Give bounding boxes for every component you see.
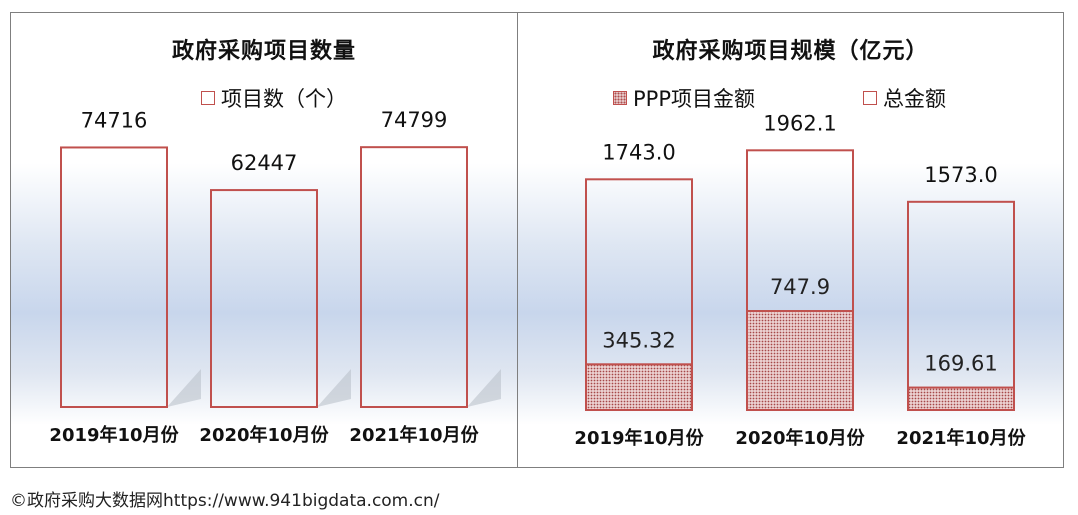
- legend-swatch-ppp-amount: [613, 91, 627, 105]
- bar-shadow: [317, 369, 351, 407]
- bar-project-count: [60, 146, 168, 408]
- chart-svg-project-scale: 1743.0 345.32 2019年10月份 1962.1 747.9 2020年10月…: [574, 111, 1026, 449]
- category-label: 2019年10月份: [49, 424, 179, 446]
- legend-label-project-count: 项目数（个）: [221, 87, 347, 111]
- bar-shadow: [467, 369, 501, 407]
- legend-swatch-total-amount: [863, 91, 877, 105]
- legend-swatch-project-count: [201, 91, 215, 105]
- category-label: 2020年10月份: [735, 427, 865, 449]
- data-label-ppp-amount: 169.61: [924, 352, 997, 376]
- legend-label-total-amount: 总金额: [883, 87, 946, 111]
- chart-title-project-count: 政府采购项目数量: [171, 39, 356, 64]
- data-label-total-amount: 1962.1: [763, 111, 836, 135]
- category-label: 2021年10月份: [896, 427, 1026, 449]
- footer-source: ©政府采购大数据网https://www.941bigdata.com.cn/: [10, 491, 440, 511]
- bar-project-count: [210, 189, 318, 408]
- bar-ppp-amount: [585, 363, 693, 411]
- bar-ppp-amount: [746, 310, 854, 412]
- bar-ppp-amount: [907, 386, 1015, 411]
- data-label-total-amount: 1743.0: [602, 140, 675, 164]
- legend-project-count: 项目数（个）: [201, 83, 347, 113]
- legend-total-amount: 总金额: [863, 83, 946, 113]
- category-label: 2019年10月份: [574, 427, 704, 449]
- bar-project-count: [360, 146, 468, 408]
- chart-panel-project-scale: 政府采购项目规模（亿元） PPP项目金额 总金额 1743.0 345.32 201…: [517, 12, 1064, 468]
- chart-panel-project-count: 政府采购项目数量 项目数（个） 74716 2019年10月份 62447 2020年…: [10, 12, 518, 468]
- data-label-ppp-amount: 345.32: [602, 328, 675, 352]
- chart-svg-project-count: 74716 2019年10月份 62447 2020年10月份 74799 2021年10…: [49, 108, 501, 446]
- data-label-project-count: 74799: [381, 108, 448, 132]
- data-label-ppp-amount: 747.9: [770, 275, 830, 299]
- chart-title-project-scale: 政府采购项目规模（亿元）: [652, 39, 929, 64]
- data-label-total-amount: 1573.0: [924, 163, 997, 187]
- category-label: 2020年10月份: [199, 424, 329, 446]
- data-label-project-count: 74716: [81, 108, 148, 132]
- data-label-project-count: 62447: [231, 151, 298, 175]
- legend-label-ppp-amount: PPP项目金额: [633, 87, 755, 111]
- bar-shadow: [167, 369, 201, 407]
- legend-ppp-amount: PPP项目金额: [613, 83, 755, 113]
- bar-total-amount: [907, 200, 1015, 411]
- category-label: 2021年10月份: [349, 424, 479, 446]
